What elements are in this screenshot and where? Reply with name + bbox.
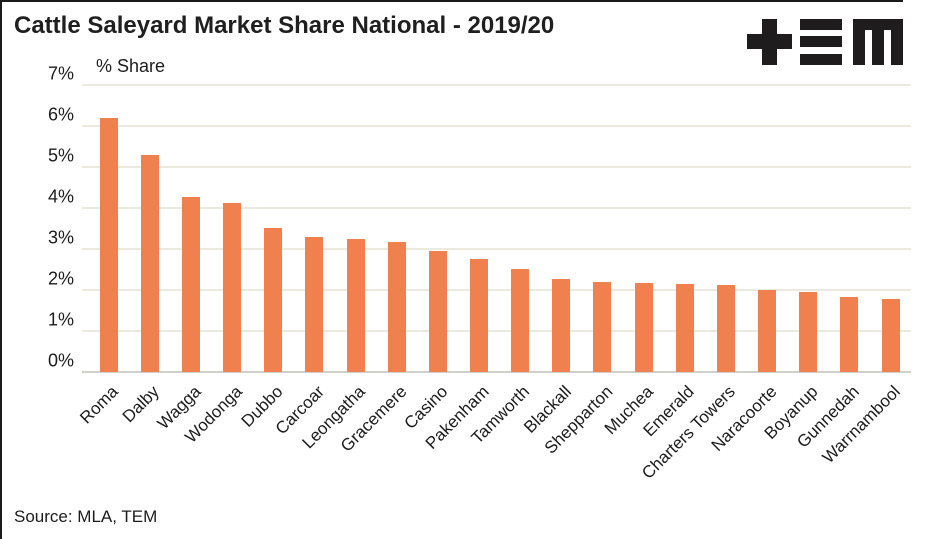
frame-border-left: [0, 0, 2, 539]
y-tick-label-7%: 7%: [47, 63, 74, 84]
y-tick-label-6%: 6%: [47, 104, 74, 125]
bar-slot: [747, 85, 788, 372]
gridline-0%: [82, 371, 911, 373]
bar-slot: [88, 85, 129, 372]
x-tick-label-roma: Roma: [76, 382, 123, 428]
plot-area: [82, 84, 911, 373]
gridline-3%: [82, 248, 911, 250]
y-axis-tick-labels: 0% 1% 2% 3% 4% 5% 6% 7%: [0, 64, 74, 372]
bar-wagga: [181, 196, 200, 372]
bar-blackall: [552, 279, 571, 372]
bar-wodonga: [223, 202, 242, 372]
bar-slot: [829, 85, 870, 372]
bar-slot: [129, 85, 170, 372]
bar-slot: [335, 85, 376, 372]
bar-series: [88, 85, 911, 372]
y-tick-label-2%: 2%: [47, 268, 74, 289]
bar-carcoar: [305, 236, 324, 372]
bar-slot: [170, 85, 211, 372]
bar-pakenham: [469, 259, 488, 372]
tem-logo-m-icon: [853, 19, 903, 65]
bar-slot: [376, 85, 417, 372]
bar-slot: [623, 85, 664, 372]
x-tick-slot: Wodonga: [181, 374, 252, 504]
gridline-6%: [82, 125, 911, 127]
bar-shepparton: [593, 281, 612, 372]
x-tick-slot: Gracemere: [337, 374, 417, 504]
bar-roma: [99, 117, 118, 372]
x-axis-tick-labels: Roma Dalby Wagga Wodonga Dubbo Carcoar Leongat…: [77, 374, 911, 504]
bar-slot: [294, 85, 335, 372]
x-tick-slot: Dubbo: [238, 374, 294, 504]
bar-slot: [211, 85, 252, 372]
gridline-2%: [82, 289, 911, 292]
y-tick-label-3%: 3%: [47, 227, 74, 248]
bar-charters-towers: [716, 285, 735, 372]
bar-naracoorte: [758, 289, 777, 372]
gridline-5%: [82, 166, 911, 168]
bar-slot: [458, 85, 499, 372]
bar-slot: [788, 85, 829, 372]
bar-slot: [541, 85, 582, 372]
bar-gracemere: [387, 241, 406, 372]
x-tick-slot: Tamworth: [468, 374, 541, 504]
y-tick-label-5%: 5%: [47, 145, 74, 166]
bar-gunnedah: [840, 296, 859, 372]
y-tick-label-4%: 4%: [47, 186, 74, 207]
gridline-1%: [82, 330, 911, 333]
bar-slot: [664, 85, 705, 372]
bar-slot: [417, 85, 458, 372]
source-note: Source: MLA, TEM: [14, 507, 158, 526]
x-tick-slot: Warrnambool: [819, 374, 911, 504]
x-tick-slot: Muchea: [601, 374, 664, 504]
x-tick-slot: Dalby: [119, 374, 170, 504]
gridline-4%: [82, 207, 911, 210]
bar-slot: [582, 85, 623, 372]
bar-dubbo: [264, 227, 283, 372]
bar-slot: [253, 85, 294, 372]
bar-casino: [428, 250, 447, 372]
x-tick-slot: Naracoorte: [708, 374, 788, 504]
bar-dalby: [140, 154, 159, 372]
y-tick-label-0%: 0%: [47, 350, 74, 371]
tem-logo-plus-icon: [747, 19, 792, 65]
tem-logo-e-icon: [800, 19, 842, 65]
bar-slot: [705, 85, 746, 372]
bar-slot: [870, 85, 911, 372]
x-tick-slot: Roma: [77, 374, 129, 504]
y-tick-label-1%: 1%: [47, 309, 74, 330]
bar-boyanup: [799, 292, 818, 372]
bar-slot: [500, 85, 541, 372]
tem-logo: [747, 19, 903, 65]
bar-muchea: [634, 282, 653, 372]
bar-tamworth: [511, 268, 530, 372]
gridline-7%: [82, 84, 911, 86]
frame-border-top: [0, 0, 903, 2]
bar-warrnambool: [881, 298, 900, 372]
y-axis-title: % Share: [96, 56, 166, 76]
bar-leongatha: [346, 239, 365, 372]
bar-emerald: [675, 283, 694, 372]
x-tick-slot: Shepparton: [540, 374, 623, 504]
chart-title: Cattle Saleyard Market Share National - …: [14, 12, 555, 39]
